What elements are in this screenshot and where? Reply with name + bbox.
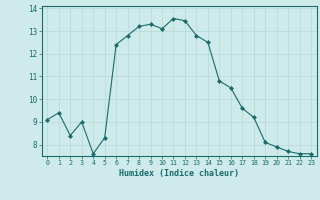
X-axis label: Humidex (Indice chaleur): Humidex (Indice chaleur) xyxy=(119,169,239,178)
